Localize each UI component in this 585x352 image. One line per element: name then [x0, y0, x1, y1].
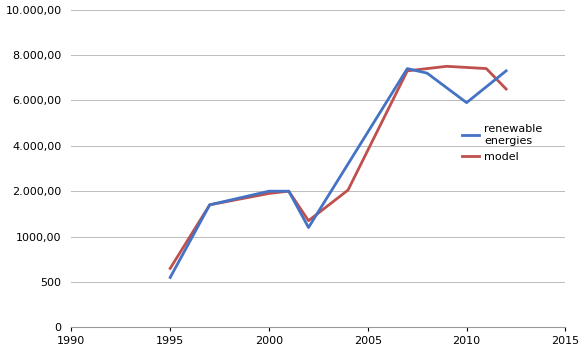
model: [285, 189, 292, 193]
renewable
energies: [503, 69, 510, 73]
renewable
energies: [305, 225, 312, 230]
model: [404, 69, 411, 73]
model: [443, 64, 450, 68]
model: [345, 188, 352, 192]
renewable
energies: [424, 71, 431, 75]
renewable
energies: [266, 189, 273, 193]
model: [483, 67, 490, 71]
model: [305, 219, 312, 223]
renewable
energies: [404, 67, 411, 71]
renewable
energies: [167, 275, 174, 279]
Line: model: model: [170, 66, 506, 268]
model: [503, 87, 510, 91]
renewable
energies: [463, 101, 470, 105]
model: [167, 266, 174, 270]
Line: renewable
energies: renewable energies: [170, 69, 506, 277]
model: [266, 191, 273, 196]
renewable
energies: [206, 203, 213, 207]
model: [206, 203, 213, 207]
renewable
energies: [285, 189, 292, 193]
Legend: renewable
energies, model: renewable energies, model: [462, 125, 543, 162]
